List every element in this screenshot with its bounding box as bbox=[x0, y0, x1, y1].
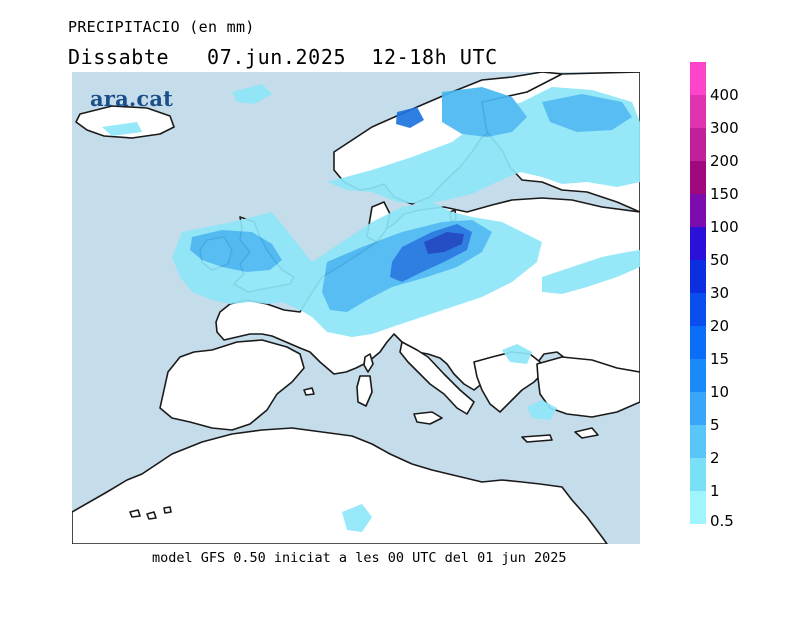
legend-swatch-400 bbox=[690, 62, 706, 95]
precipitation-map bbox=[72, 72, 640, 544]
land-cyprus bbox=[574, 427, 599, 439]
model-info: model GFS 0.50 iniciat a les 00 UTC del … bbox=[152, 550, 567, 566]
precip-spot-5 bbox=[102, 122, 142, 136]
legend-label-1: 1 bbox=[710, 482, 720, 500]
precipitation bbox=[102, 84, 640, 532]
legend-label-400: 400 bbox=[710, 86, 739, 104]
legend-swatch-50 bbox=[690, 227, 706, 260]
land-canaries bbox=[129, 506, 172, 520]
land-corsica bbox=[363, 353, 374, 373]
precip-spot-1 bbox=[502, 344, 532, 364]
legend-swatch-5 bbox=[690, 392, 706, 425]
legend-swatch-300 bbox=[690, 95, 706, 128]
legend-label-0-5: 0.5 bbox=[710, 512, 734, 530]
forecast-date: Dissabte 07.jun.2025 12-18h UTC bbox=[68, 45, 498, 69]
land-sicily bbox=[413, 411, 443, 425]
legend-label-10: 10 bbox=[710, 383, 730, 401]
precip-heavy-3 bbox=[396, 107, 424, 128]
land-balearics bbox=[303, 387, 315, 396]
legend-swatch-1 bbox=[690, 458, 706, 491]
legend-swatch-150 bbox=[690, 161, 706, 194]
land-italy bbox=[399, 341, 475, 415]
legend-swatch-30 bbox=[690, 260, 706, 293]
precip-medium-1 bbox=[190, 230, 282, 272]
legend-label-300: 300 bbox=[710, 119, 739, 137]
chart-title: PRECIPITACIO (en mm) bbox=[68, 18, 255, 36]
precip-heavy-2 bbox=[424, 232, 464, 254]
legend-swatch-0-5 bbox=[690, 491, 706, 524]
precip-band-3 bbox=[542, 250, 640, 294]
ara-cat-logo: ara.cat bbox=[90, 86, 174, 111]
legend-label-2: 2 bbox=[710, 449, 720, 467]
land-north-africa bbox=[72, 427, 608, 544]
legend-swatch-100 bbox=[690, 194, 706, 227]
legend-label-5: 5 bbox=[710, 416, 720, 434]
legend-label-200: 200 bbox=[710, 152, 739, 170]
legend-swatch-2 bbox=[690, 425, 706, 458]
precipitation-legend: 400 300 200 150 100 50 30 20 15 10 5 2 1… bbox=[690, 62, 780, 532]
legend-swatch-20 bbox=[690, 293, 706, 326]
legend-swatch-200 bbox=[690, 128, 706, 161]
precip-medium-3 bbox=[442, 87, 527, 137]
precip-medium-4 bbox=[542, 94, 632, 132]
legend-swatch-15 bbox=[690, 326, 706, 359]
legend-label-150: 150 bbox=[710, 185, 739, 203]
land-crete bbox=[521, 434, 553, 443]
legend-label-50: 50 bbox=[710, 251, 730, 269]
legend-label-30: 30 bbox=[710, 284, 730, 302]
land-turkey bbox=[536, 356, 640, 418]
legend-label-15: 15 bbox=[710, 350, 730, 368]
precip-spot-3 bbox=[342, 504, 372, 532]
land-iberia bbox=[159, 339, 305, 431]
legend-label-20: 20 bbox=[710, 317, 730, 335]
precip-spot-2 bbox=[527, 400, 557, 420]
land-iceland bbox=[75, 105, 175, 139]
precip-spot-4 bbox=[232, 84, 272, 104]
land-sardinia bbox=[356, 375, 373, 407]
legend-swatch-10 bbox=[690, 359, 706, 392]
map-svg bbox=[72, 72, 640, 544]
legend-label-100: 100 bbox=[710, 218, 739, 236]
